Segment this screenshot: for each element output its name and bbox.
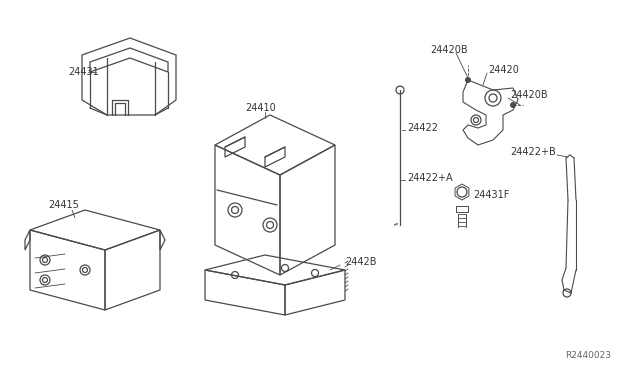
Text: 2442B: 2442B [345,257,376,267]
Text: 24410: 24410 [245,103,276,113]
Text: 24422+A: 24422+A [407,173,452,183]
Text: 24420B: 24420B [510,90,548,100]
Text: 24422: 24422 [407,123,438,133]
Text: R2440023: R2440023 [565,350,611,359]
Text: 24431F: 24431F [473,190,509,200]
Text: 24422+B: 24422+B [510,147,556,157]
Text: 24431: 24431 [68,67,99,77]
Circle shape [465,77,470,83]
Text: 24415: 24415 [48,200,79,210]
Text: 24420: 24420 [488,65,519,75]
Circle shape [511,103,515,108]
Text: 24420B: 24420B [430,45,468,55]
